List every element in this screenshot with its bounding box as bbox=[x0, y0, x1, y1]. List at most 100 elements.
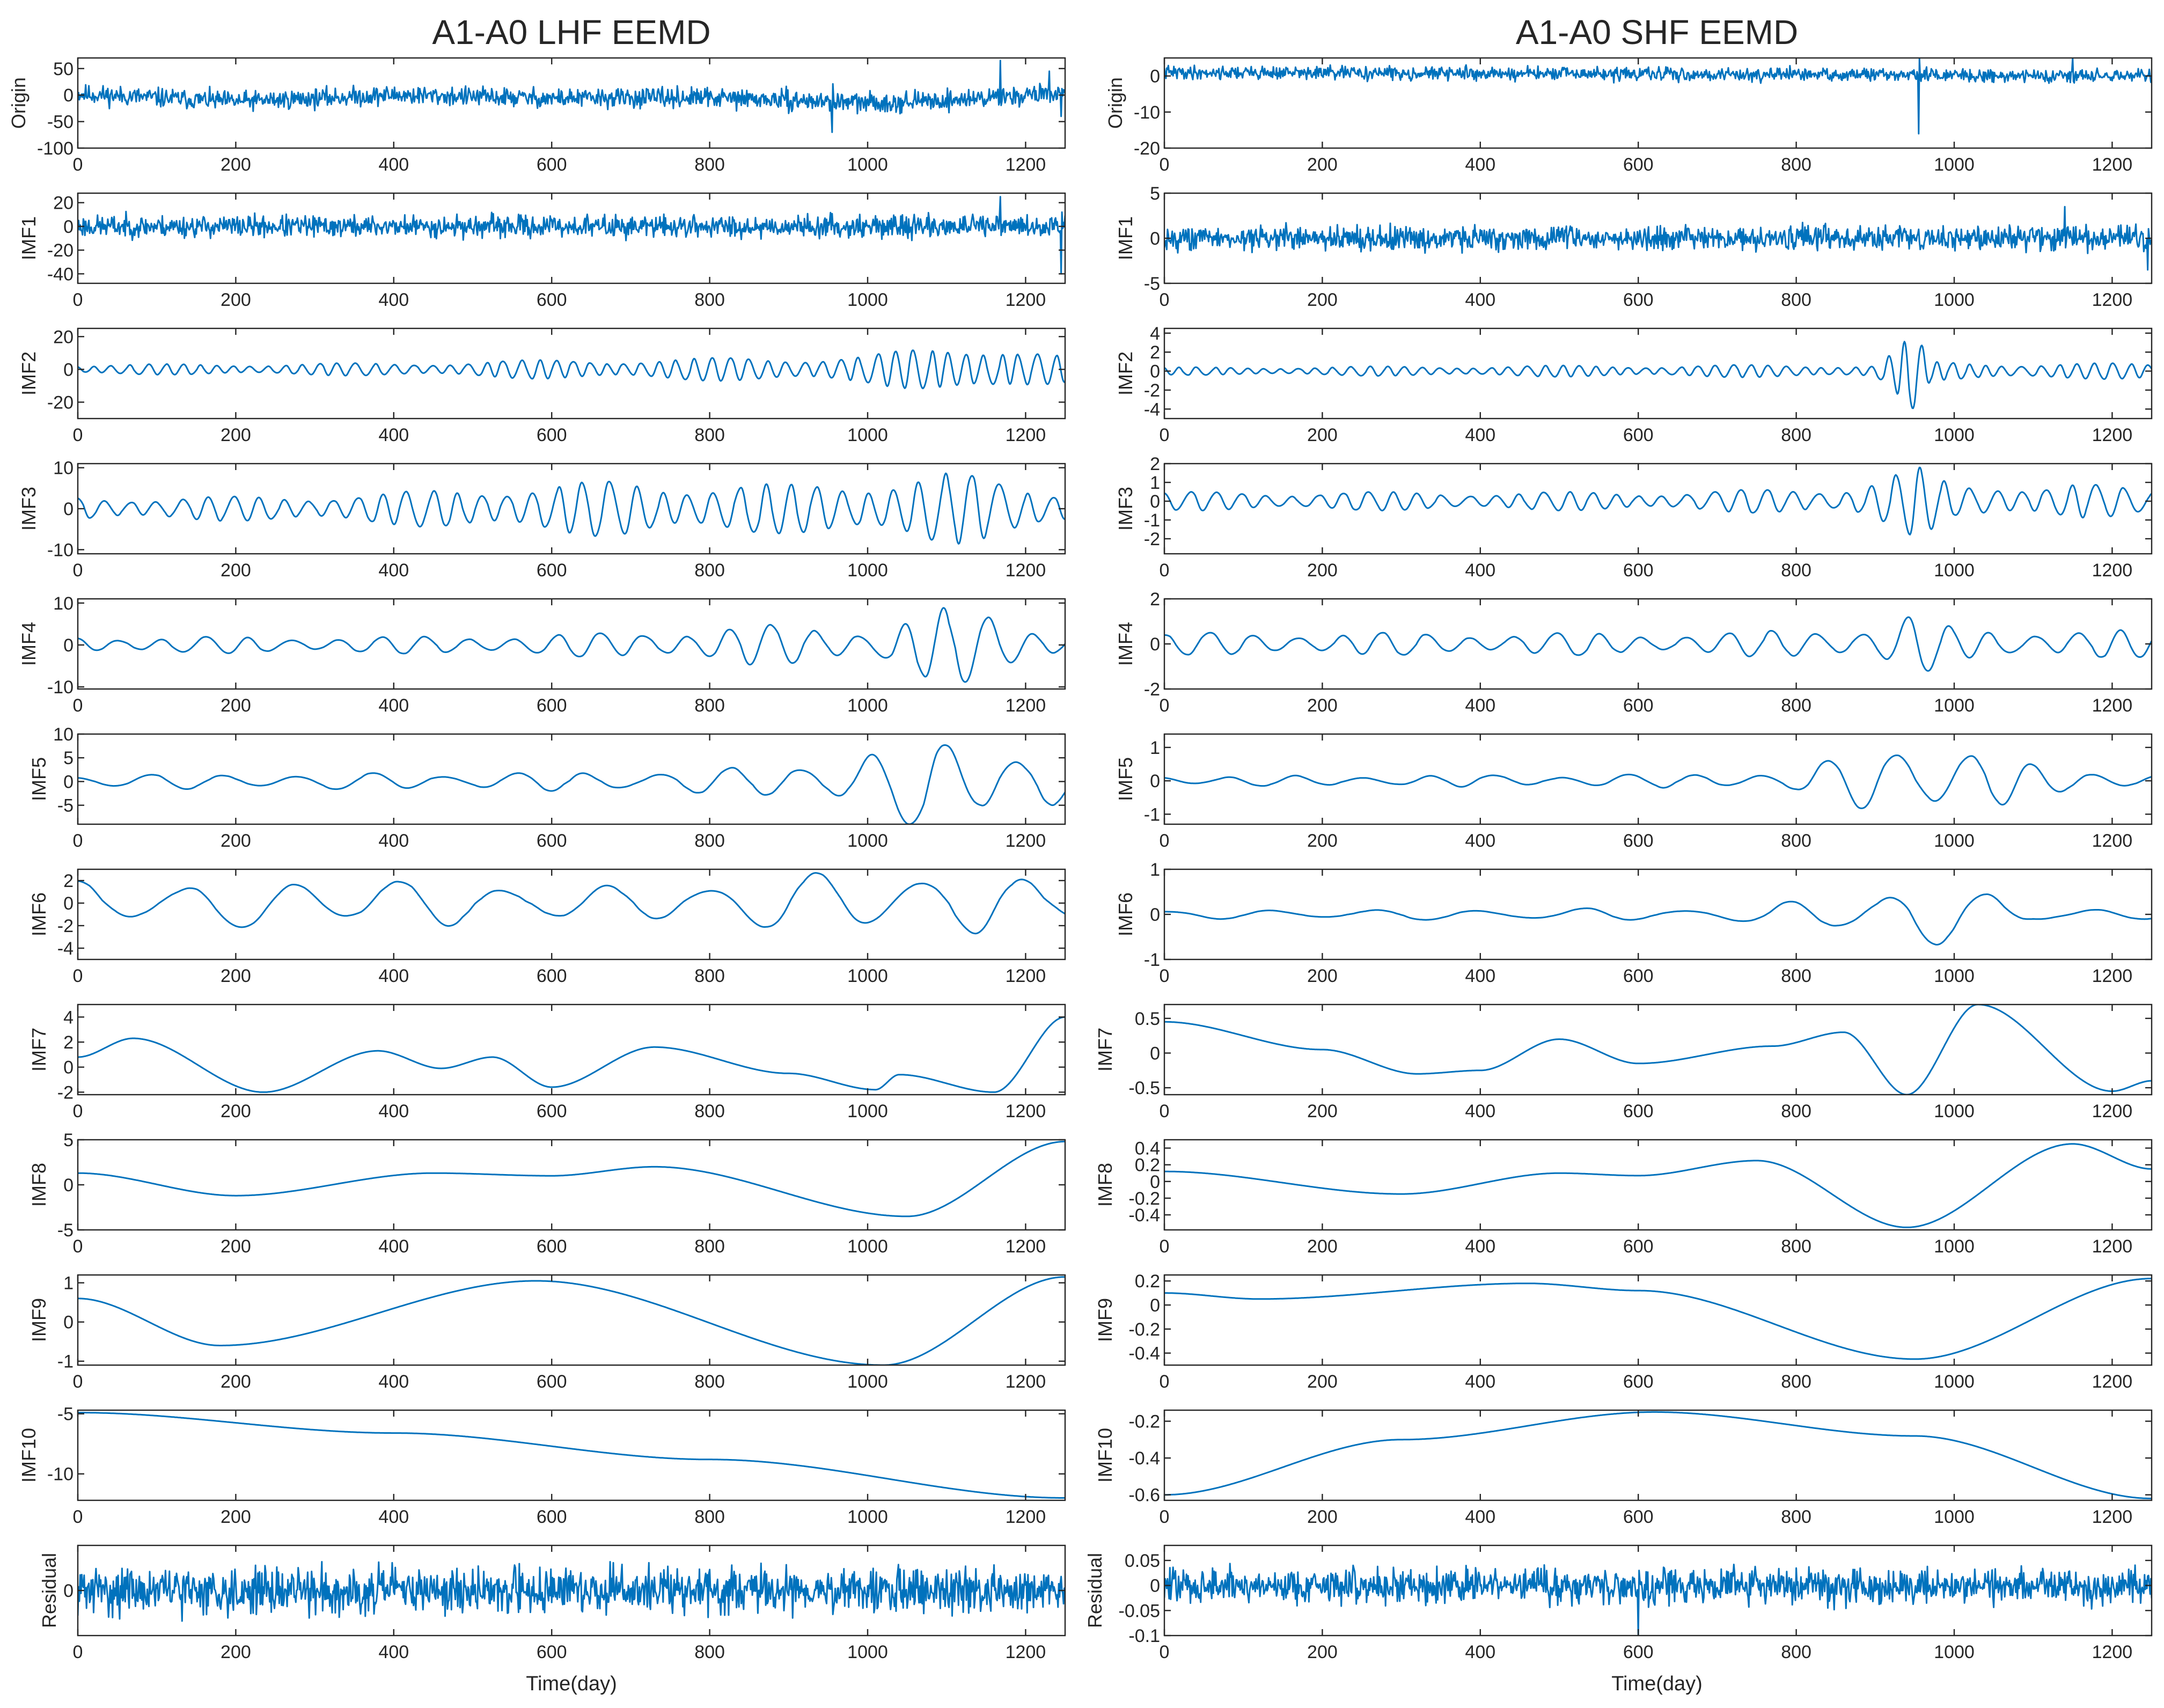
right-imf5-line bbox=[1164, 754, 2152, 809]
y-tick-label: -2 bbox=[1144, 679, 1160, 700]
x-tick-label: 600 bbox=[1623, 831, 1654, 851]
y-tick-label: -0.2 bbox=[1128, 1320, 1160, 1340]
y-tick-label: 0 bbox=[63, 499, 74, 519]
x-tick-label: 600 bbox=[1623, 1642, 1654, 1662]
x-tick-label: 1200 bbox=[1006, 560, 1046, 581]
right-origin-line bbox=[1164, 58, 2152, 135]
x-tick-label: 1000 bbox=[1934, 290, 1975, 310]
left-subplot-origin: 0 200 400 600 800 1000 1200 50 0 -50 -100 Origin bbox=[8, 57, 1066, 175]
y-tick-label: -0.05 bbox=[1119, 1601, 1161, 1621]
axes-box bbox=[1163, 1274, 2153, 1366]
x-tick-label: 1000 bbox=[847, 966, 888, 986]
y-tick-label: -5 bbox=[1144, 274, 1160, 294]
x-tick-label: 200 bbox=[1307, 831, 1338, 851]
right-imf1-line bbox=[1164, 206, 2152, 271]
x-tick-label: 800 bbox=[1781, 560, 1811, 581]
x-tick-label: 0 bbox=[1160, 1236, 1170, 1257]
x-tick-label: 800 bbox=[1781, 1101, 1811, 1121]
axes-box bbox=[77, 192, 1066, 284]
y-tick-label: 5 bbox=[63, 1130, 74, 1150]
y-tick-label: 4 bbox=[1150, 324, 1160, 344]
y-tick-label: -1 bbox=[57, 1352, 74, 1372]
right-subplot-origin: 0 200 400 600 800 1000 1200 0 -10 -20 Origin bbox=[1104, 57, 2153, 175]
x-tick-label: 1200 bbox=[2092, 560, 2133, 581]
x-tick-label: 0 bbox=[1160, 1642, 1170, 1662]
right-imf6-line bbox=[1164, 893, 2152, 945]
y-tick-label: 10 bbox=[53, 593, 74, 614]
x-tick-label: 600 bbox=[537, 1372, 567, 1392]
right-imf9-line bbox=[1164, 1278, 2152, 1360]
x-tick-label: 1000 bbox=[847, 425, 888, 445]
x-tick-label: 0 bbox=[1160, 1101, 1170, 1121]
x-tick-label: 400 bbox=[1465, 1236, 1495, 1257]
x-tick-label: 800 bbox=[1781, 1372, 1811, 1392]
x-tick-label: 800 bbox=[1781, 155, 1811, 175]
y-tick-label: -20 bbox=[47, 392, 74, 413]
x-tick-label: 0 bbox=[73, 155, 83, 175]
y-tick-label: 0 bbox=[63, 635, 74, 656]
left-subplot-imf5: 0 200 400 600 800 1000 1200 10 5 0 -5 IMF5 bbox=[28, 724, 1066, 851]
x-tick-label: 1200 bbox=[2092, 155, 2133, 175]
x-tick-label: 800 bbox=[1781, 425, 1811, 445]
x-tick-label: 600 bbox=[1623, 1101, 1654, 1121]
y-tick-label: -1 bbox=[1144, 950, 1160, 970]
right-panel-title: A1-A0 SHF EEMD bbox=[1516, 13, 1798, 52]
right-y-axis-label: IMF9 bbox=[1094, 1298, 1116, 1342]
x-tick-label: 1200 bbox=[2092, 425, 2133, 445]
x-tick-label: 1000 bbox=[847, 831, 888, 851]
x-tick-label: 1200 bbox=[1006, 695, 1046, 716]
y-tick-label: -10 bbox=[47, 1464, 74, 1485]
x-tick-label: 1200 bbox=[1006, 290, 1046, 310]
x-tick-label: 800 bbox=[694, 1642, 725, 1662]
left-imf4-line bbox=[78, 607, 1065, 683]
left-origin-line bbox=[78, 60, 1065, 133]
right-y-axis-label: IMF3 bbox=[1114, 487, 1136, 531]
x-tick-label: 200 bbox=[221, 155, 251, 175]
x-tick-label: 600 bbox=[537, 1507, 567, 1527]
x-tick-label: 0 bbox=[1160, 560, 1170, 581]
left-imf6-line bbox=[78, 872, 1065, 935]
x-tick-label: 200 bbox=[221, 1372, 251, 1392]
axes-box bbox=[77, 1409, 1066, 1501]
x-tick-label: 800 bbox=[1781, 1236, 1811, 1257]
x-tick-label: 0 bbox=[1160, 695, 1170, 716]
right-x-axis-label: Time(day) bbox=[1611, 1673, 1703, 1695]
right-imf2-line bbox=[1164, 341, 2152, 409]
y-tick-label: 0 bbox=[1150, 1043, 1160, 1064]
x-tick-label: 400 bbox=[1465, 1507, 1495, 1527]
x-tick-label: 200 bbox=[1307, 560, 1338, 581]
x-tick-label: 400 bbox=[1465, 966, 1495, 986]
y-tick-label: 0 bbox=[1150, 771, 1160, 791]
y-tick-label: -0.6 bbox=[1128, 1485, 1160, 1506]
x-tick-label: 800 bbox=[1781, 1642, 1811, 1662]
x-tick-label: 1000 bbox=[847, 1372, 888, 1392]
x-tick-label: 1000 bbox=[847, 290, 888, 310]
x-tick-label: 600 bbox=[537, 831, 567, 851]
y-tick-label: -2 bbox=[57, 1082, 74, 1103]
y-tick-label: 0 bbox=[1150, 362, 1160, 382]
y-tick-label: 0 bbox=[63, 1581, 74, 1601]
x-tick-label: 1200 bbox=[2092, 1236, 2133, 1257]
y-tick-label: 10 bbox=[53, 458, 74, 479]
y-tick-label: 0 bbox=[63, 893, 74, 914]
y-tick-label: 0 bbox=[63, 360, 74, 380]
x-tick-label: 1200 bbox=[2092, 1642, 2133, 1662]
x-tick-label: 200 bbox=[221, 966, 251, 986]
x-tick-label: 400 bbox=[1465, 831, 1495, 851]
x-tick-label: 800 bbox=[1781, 1507, 1811, 1527]
left-imf1-line bbox=[78, 196, 1065, 275]
axes-box bbox=[77, 1274, 1066, 1366]
y-tick-label: 0 bbox=[1150, 905, 1160, 925]
left-imf5-line bbox=[78, 744, 1065, 824]
x-tick-label: 1000 bbox=[847, 1236, 888, 1257]
y-tick-label: 0.5 bbox=[1135, 1009, 1160, 1029]
left-y-axis-label: Residual bbox=[38, 1553, 60, 1628]
axes-box bbox=[1163, 463, 2153, 555]
x-tick-label: 1200 bbox=[1006, 1507, 1046, 1527]
